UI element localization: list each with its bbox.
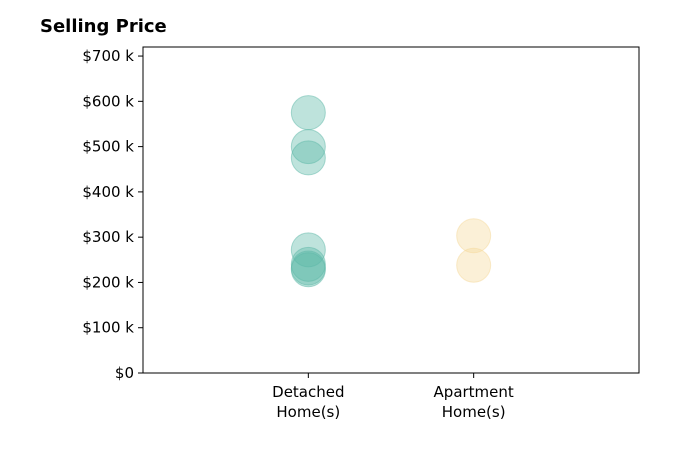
x-axis: Detached Home(s) Apartment Home(s): [272, 373, 514, 421]
y-tick-label: $700 k: [82, 47, 134, 65]
x-tick-label: Detached Home(s): [272, 383, 344, 421]
y-tick-label: $400 k: [82, 183, 134, 201]
data-point: [456, 247, 492, 283]
data-point: [456, 218, 492, 254]
data-point: [290, 252, 326, 288]
data-point: [290, 232, 326, 268]
chart-title: Selling Price: [40, 16, 167, 37]
data-points: [290, 95, 492, 288]
y-tick-label: $300 k: [82, 228, 134, 246]
y-tick-label: $500 k: [82, 138, 134, 156]
y-tick-label: $600 k: [82, 92, 134, 110]
y-axis: $0 $100 k $200 k $300 k $400 k $500 k $600 k $7…: [82, 47, 143, 382]
x-tick-label: Apartment Home(s): [434, 383, 514, 421]
y-tick-label: $200 k: [82, 273, 134, 291]
y-tick-label: $100 k: [82, 319, 134, 337]
data-point: [290, 140, 326, 176]
y-tick-label: $0: [115, 364, 134, 382]
data-point: [290, 129, 326, 165]
data-point: [290, 95, 326, 131]
plot-frame: [142, 46, 640, 374]
